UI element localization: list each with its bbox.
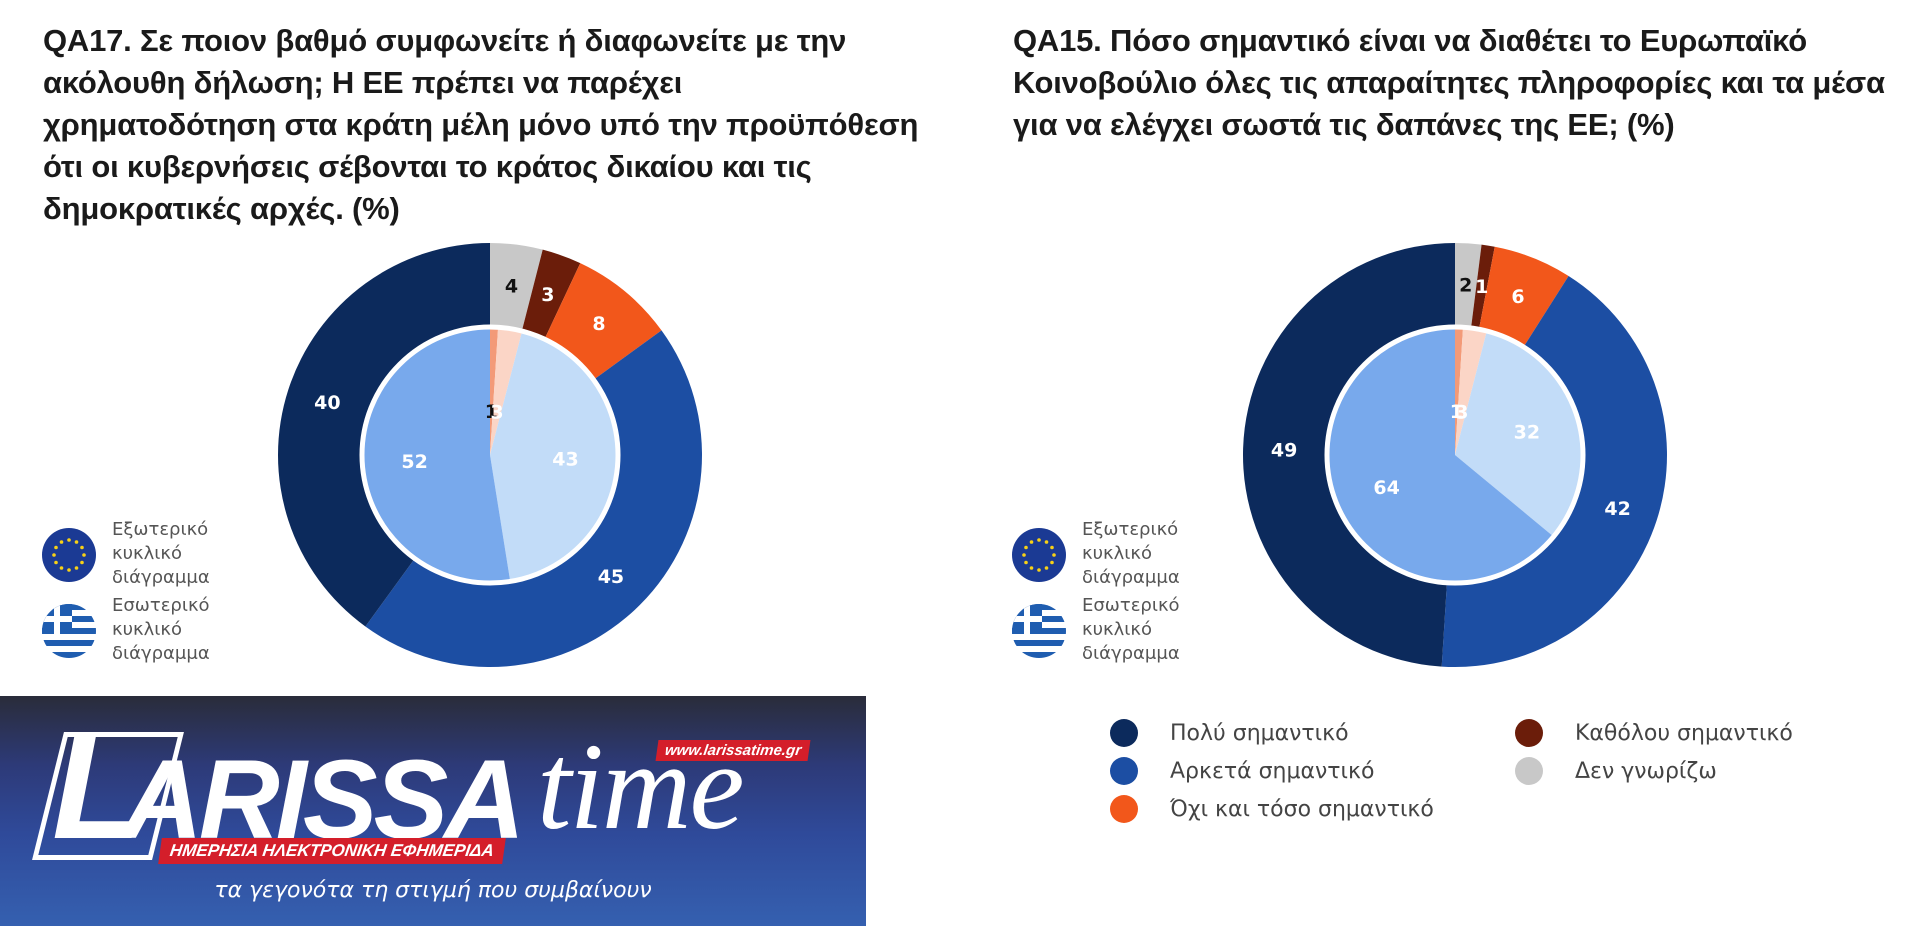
outer-segment xyxy=(1242,243,1455,667)
larissatime-banner: LARISSA time www.larissatime.gr ΗΜΕΡΗΣΙΑ… xyxy=(0,696,866,926)
legend-item-poly: Πολύ σημαντικό xyxy=(1110,716,1349,750)
ring-legend-outer: Εξωτερικό κυκλικό διάγραμμα xyxy=(42,518,272,594)
inner-segment xyxy=(1329,329,1553,581)
inner-segment xyxy=(490,329,522,455)
outer-segment xyxy=(1471,244,1495,328)
outer-segment xyxy=(365,330,702,667)
segment-value-label: 43 xyxy=(552,449,578,471)
ring-legend-outer-label: Εξωτερικό κυκλικό διάγραμμα xyxy=(112,519,210,588)
segment-value-label: 52 xyxy=(401,451,427,473)
legend-item-katholou: Καθόλου σημαντικό xyxy=(1515,716,1793,750)
site-url-badge: www.larissatime.gr xyxy=(655,740,811,761)
segment-value-label: 1 xyxy=(485,401,498,423)
legend-swatch xyxy=(1110,795,1138,823)
ring-legend-inner: Εσωτερικό κυκλικό διάγραμμα xyxy=(42,594,272,670)
legend-swatch xyxy=(1110,757,1138,785)
outer-segment xyxy=(1479,246,1569,346)
ring-legend-outer: Εξωτερικό κυκλικό διάγραμμα xyxy=(1012,518,1242,594)
chart-title-qa15: QA15. Πόσο σημαντικό είναι να διαθέτει τ… xyxy=(1013,23,1885,142)
legend-swatch xyxy=(1110,719,1138,747)
eu-flag-icon xyxy=(1012,528,1066,582)
segment-value-label: 45 xyxy=(598,566,624,588)
ring-legend-inner: Εσωτερικό κυκλικό διάγραμμα xyxy=(1012,594,1242,670)
inner-segment xyxy=(1455,332,1581,536)
segment-value-label: 8 xyxy=(592,313,605,335)
outer-segment xyxy=(1441,276,1667,667)
segment-value-label: 32 xyxy=(1514,422,1540,444)
outer-segment xyxy=(545,263,662,379)
ring-legend-outer-label: Εξωτερικό κυκλικό διάγραμμα xyxy=(1082,519,1180,588)
outer-segment xyxy=(277,243,490,627)
segment-value-label: 2 xyxy=(1459,274,1472,296)
segment-value-label: 3 xyxy=(541,284,554,306)
inner-segment xyxy=(364,329,510,581)
outer-segment xyxy=(1455,243,1482,327)
banner-slogan: τα γεγονότα τη στιγμή που συμβαίνουν xyxy=(214,878,652,903)
segment-value-label: 42 xyxy=(1604,498,1630,520)
inner-segment xyxy=(490,333,617,580)
newspaper-subtitle: ΗΜΕΡΗΣΙΑ ΗΛΕΚΤΡΟΝΙΚΗ ΕΦΗΜΕΡΙΔΑ xyxy=(158,838,506,864)
greek-flag-icon xyxy=(1012,604,1066,658)
segment-value-label: 49 xyxy=(1271,440,1297,462)
inner-segment xyxy=(1455,329,1463,455)
segment-value-label: 40 xyxy=(314,392,340,414)
segment-value-label: 1 xyxy=(1450,401,1463,423)
ring-legend-inner-label: Εσωτερικό κυκλικό διάγραμμα xyxy=(112,595,210,664)
outer-segment xyxy=(522,249,581,338)
greek-flag-icon xyxy=(42,604,96,658)
segment-value-label: 1 xyxy=(1475,276,1488,298)
segment-value-label: 6 xyxy=(1511,286,1524,308)
logo-wordmark: LARISSA xyxy=(52,702,525,870)
eu-flag-icon xyxy=(42,528,96,582)
legend-item-oxi-toso: Όχι και τόσο σημαντικό xyxy=(1110,792,1434,826)
segment-value-label: 64 xyxy=(1373,477,1399,499)
legend-item-arketa: Αρκετά σημαντικό xyxy=(1110,754,1374,788)
outer-segment xyxy=(490,243,543,330)
legend-item-den-gnorizo: Δεν γνωρίζω xyxy=(1515,754,1717,788)
chart-title-qa17: QA17. Σε ποιον βαθμό συμφωνείτε ή διαφων… xyxy=(43,23,919,226)
legend-swatch xyxy=(1515,757,1543,785)
inner-segment xyxy=(490,329,498,455)
ring-legend-left: Εξωτερικό κυκλικό διάγραμμα Εσωτερικό κυ… xyxy=(42,518,272,670)
legend-swatch xyxy=(1515,719,1543,747)
ring-legend-right: Εξωτερικό κυκλικό διάγραμμα Εσωτερικό κυ… xyxy=(1012,518,1242,670)
segment-value-label: 4 xyxy=(505,275,518,297)
segment-value-label: 3 xyxy=(490,401,503,423)
inner-segment xyxy=(1455,329,1487,455)
segment-value-label: 3 xyxy=(1455,401,1468,423)
ring-legend-inner-label: Εσωτερικό κυκλικό διάγραμμα xyxy=(1082,595,1180,664)
